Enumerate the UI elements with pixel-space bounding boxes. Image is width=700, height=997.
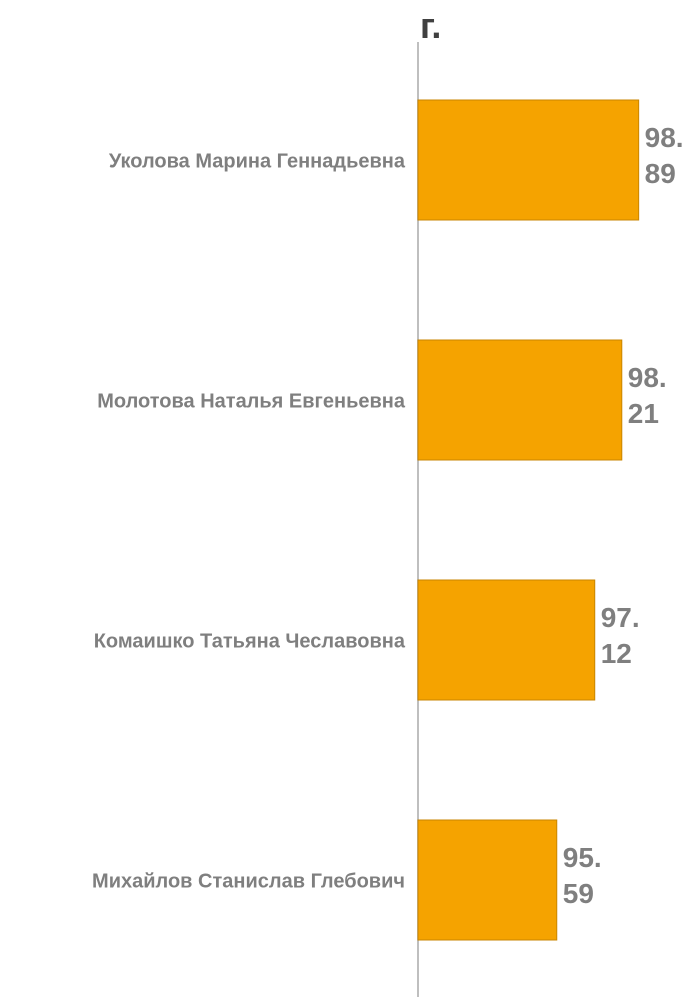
bar <box>417 339 623 461</box>
y-tick-label: Уколова Марина Геннадьевна <box>109 150 406 172</box>
value-label: 98.89 <box>644 122 684 189</box>
y-tick-label: Молотова Наталья Евгеньевна <box>97 390 406 412</box>
y-tick-label: Комаишко Татьяна Чеславовна <box>94 630 406 652</box>
value-label: 95.59 <box>562 842 602 909</box>
y-tick-label: Михайлов Станислав Глебович <box>92 870 405 892</box>
bar <box>417 819 558 941</box>
bar <box>417 579 596 701</box>
chart-title: г. <box>420 5 441 46</box>
bar <box>417 99 640 221</box>
value-label: 97.12 <box>600 602 640 669</box>
value-label: 98.21 <box>627 362 667 429</box>
